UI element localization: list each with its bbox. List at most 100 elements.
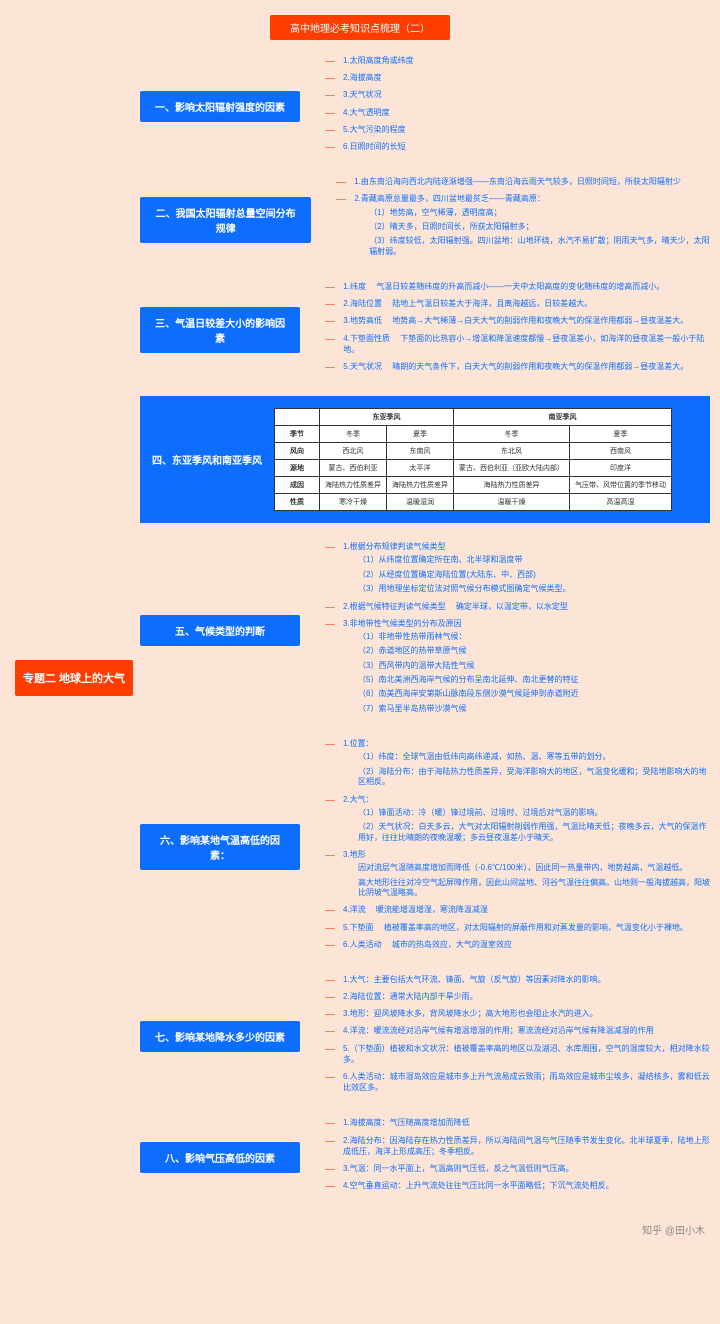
item: 1.大气：主要包括大气环流、锋面、气旋（反气旋）等因素对降水的影响。 xyxy=(335,974,710,985)
section: 三、气温日较差大小的影响因素 1.纬度 气温日较差随纬度的升高而减小——一天中太阳… xyxy=(140,281,710,378)
section-header: 四、东亚季风和南亚季风 xyxy=(152,452,262,467)
table-cell: 海陆热力性质差异 xyxy=(320,477,387,494)
section-header: 一、影响太阳辐射强度的因素 xyxy=(140,91,300,122)
table-cell: 海陆热力性质差异 xyxy=(387,477,454,494)
section: 八、影响气压高低的因素 1.海拔高度：气压随高度增加而降低2.海陆分布：因海陆存在… xyxy=(140,1117,710,1197)
sub-item: （1）锋面活动：冷（暖）锋过境前、过境时、过境后对气温的影响。 xyxy=(358,808,710,818)
section-header: 六、影响某地气温高低的因素： xyxy=(140,824,300,870)
item: 2.青藏高原总量最多，四川盆地最贫乏——青藏高原：（1）地势高，空气稀薄，透明度… xyxy=(346,193,710,257)
table-cell: 寒冷干燥 xyxy=(320,494,387,511)
sub-item: （1）地势高，空气稀薄，透明度高； xyxy=(369,208,710,218)
sub-item: 高大地形往往对冷空气起屏障作用，因此山间盆地、河谷气温往往偏高。山地则一般海拔越… xyxy=(358,878,710,899)
section: 四、东亚季风和南亚季风东亚季风南亚季风季节冬季夏季冬季夏季风向西北风东南风东北风… xyxy=(140,396,710,523)
table-cell: 西南风 xyxy=(570,443,672,460)
watermark: 知乎 @田小木 xyxy=(642,1222,705,1237)
item: 1.根据分布规律判读气候类型（1）从纬度位置确定所在南、北半球和温度带（2）从经… xyxy=(335,541,578,594)
section: 六、影响某地气温高低的因素： 1.位置：（1）纬度：全球气温由低纬向高纬递减，如热… xyxy=(140,738,710,956)
table-cell: 冬季 xyxy=(454,426,570,443)
section: 七、影响某地降水多少的因素 1.大气：主要包括大气环流、锋面、气旋（反气旋）等因素… xyxy=(140,974,710,1100)
section: 一、影响太阳辐射强度的因素 1.太阳高度角或纬度 2.海拔高度 3.天气状况 4.大气透… xyxy=(140,55,710,158)
item: 2.海陆位置：通常大陆内部干旱少雨。 xyxy=(335,991,710,1002)
item: 6.人类活动：城市湿岛效应是城市多上升气流易成云致雨；雨岛效应是城市尘埃多，凝结… xyxy=(335,1071,710,1093)
table-cell: 气压带、风带位置的季节移动 xyxy=(570,477,672,494)
page-title: 高中地理必考知识点梳理（二） xyxy=(270,15,450,40)
item: 4.空气垂直运动：上升气流处往往气压比同一水平面略低；下沉气流处相反。 xyxy=(335,1180,710,1191)
item: 4.下垫面性质 下垫面的比热容小→增温和降温速度都慢→昼夜温差小，如海洋的昼夜温… xyxy=(335,333,710,355)
sub-item: 因对流层气温随高度增加而降低（-0.6℃/100米），因此同一热量带内，地势越高… xyxy=(358,863,710,873)
item: 6.人类活动 城市的热岛效应，大气的温室效应 xyxy=(335,939,710,950)
section-body: 1.位置：（1）纬度：全球气温由低纬向高纬递减，如热、温、寒等五带的划分。（2）… xyxy=(335,738,710,956)
section-header: 三、气温日较差大小的影响因素 xyxy=(140,307,300,353)
section-header: 八、影响气压高低的因素 xyxy=(140,1142,300,1173)
table-cell: 东北风 xyxy=(454,443,570,460)
section-header: 二、我国太阳辐射总量空间分布规律 xyxy=(140,197,311,243)
table-cell: 温暖干燥 xyxy=(454,494,570,511)
sections-container: 一、影响太阳辐射强度的因素 1.太阳高度角或纬度 2.海拔高度 3.天气状况 4.大气透… xyxy=(140,55,710,1197)
item: 3.地形：迎风坡降水多，背风坡降水少；高大地形也会阻止水汽的进入。 xyxy=(335,1008,710,1019)
item: 1.纬度 气温日较差随纬度的升高而减小——一天中太阳高度的变化随纬度的增高而减小… xyxy=(335,281,710,292)
table-cell: 海陆热力性质差异 xyxy=(454,477,570,494)
section-body: 1.由东南沿海向西北内陆逐渐增强——东南沿海云雨天气较多，日照时间短，所获太阳辐… xyxy=(346,176,710,263)
sub-item: （1）从纬度位置确定所在南、北半球和温度带 xyxy=(358,555,578,565)
sub-item: （2）海陆分布：由于海陆热力性质差异，受海洋影响大的地区，气温变化缓和；受陆地影… xyxy=(358,767,710,788)
item: 1.由东南沿海向西北内陆逐渐增强——东南沿海云雨天气较多，日照时间短，所获太阳辐… xyxy=(346,176,710,187)
section-body: 1.大气：主要包括大气环流、锋面、气旋（反气旋）等因素对降水的影响。 2.海陆位置… xyxy=(335,974,710,1100)
sub-item: （2）赤道地区的热带草原气候 xyxy=(358,646,578,656)
sub-item: （2）晴天多，日照时间长，所获太阳辐射多； xyxy=(369,222,710,232)
table-cell: 东南风 xyxy=(387,443,454,460)
section-header: 七、影响某地降水多少的因素 xyxy=(140,1021,300,1052)
item: 3.非地带性气候类型的分布及原因（1）非地带性热带雨林气候：（2）赤道地区的热带… xyxy=(335,618,578,715)
table-cell: 温暖湿润 xyxy=(387,494,454,511)
item: 3.天气状况 xyxy=(335,89,414,100)
item: 1.位置：（1）纬度：全球气温由低纬向高纬递减，如热、温、寒等五带的划分。（2）… xyxy=(335,738,710,787)
table-cell: 印度洋 xyxy=(570,460,672,477)
table-cell: 性质 xyxy=(275,494,320,511)
sub-item: （3）西风带内的温带大陆性气候 xyxy=(358,661,578,671)
item: 4.洋流 暖流能增温增湿，寒流降温减湿 xyxy=(335,904,710,915)
item: 3.地势高低 地势高→大气稀薄→白天大气的削弱作用和夜晚大气的保温作用都弱→昼夜… xyxy=(335,315,710,326)
item: 3.地形因对流层气温随高度增加而降低（-0.6℃/100米），因此同一热量带内，… xyxy=(335,849,710,898)
item: 1.海拔高度：气压随高度增加而降低 xyxy=(335,1117,710,1128)
sub-item: （3）纬度较低，太阳辐射强。四川盆地：山地环绕，水汽不易扩散；阴雨天气多，晴天少… xyxy=(369,236,710,257)
item: 2.海拔高度 xyxy=(335,72,414,83)
table-cell: 蒙古、西伯利亚 xyxy=(320,460,387,477)
table-cell: 夏季 xyxy=(570,426,672,443)
section-body: 1.根据分布规律判读气候类型（1）从纬度位置确定所在南、北半球和温度带（2）从经… xyxy=(335,541,578,720)
sub-item: （2）从经度位置确定海陆位置(大陆东、中、西部) xyxy=(358,570,578,580)
table-cell: 西北风 xyxy=(320,443,387,460)
table-cell: 成因 xyxy=(275,477,320,494)
item: 5.下垫面 植被覆盖率高的地区，对太阳辐射的屏蔽作用和对蒸发量的影响，气温变化小… xyxy=(335,922,710,933)
sub-item: （1）纬度：全球气温由低纬向高纬递减，如热、温、寒等五带的划分。 xyxy=(358,752,710,762)
section-header: 五、气候类型的判断 xyxy=(140,615,300,646)
table-cell: 高温高湿 xyxy=(570,494,672,511)
sub-item: （7）索马里半岛热带沙漠气候 xyxy=(358,704,578,714)
root-node: 专题二 地球上的大气 xyxy=(15,660,133,696)
table-cell: 蒙古、西伯利亚（亚欧大陆内部） xyxy=(454,460,570,477)
item: 5.天气状况 晴朗的天气条件下，白天大气的削弱作用和夜晚大气的保温作用都弱→昼夜… xyxy=(335,361,710,372)
sub-item: （3）用地理坐标定位法对照气候分布模式图确定气候类型。 xyxy=(358,584,578,594)
item: 5.大气污染的程度 xyxy=(335,124,414,135)
item: 1.太阳高度角或纬度 xyxy=(335,55,414,66)
sub-item: （2）天气状况：白天多云，大气对太阳辐射削弱作用强，气温比晴天低；夜晚多云，大气… xyxy=(358,822,710,843)
section-body: 1.纬度 气温日较差随纬度的升高而减小——一天中太阳高度的变化随纬度的增高而减小… xyxy=(335,281,710,378)
sub-item: （1）非地带性热带雨林气候： xyxy=(358,632,578,642)
sub-item: （6）南美西海岸安第斯山脉南段东侧沙漠气候延伸到赤道附近 xyxy=(358,689,578,699)
sub-item: （5）南北美洲西海岸气候的分布呈南北延伸、南北更替的特征 xyxy=(358,675,578,685)
item: 5.（下垫面）植被和水文状况：植被覆盖率高的地区以及湖沼、水库周围，空气的湿度较… xyxy=(335,1043,710,1065)
section-body: 1.海拔高度：气压随高度增加而降低2.海陆分布：因海陆存在热力性质差异，所以海陆… xyxy=(335,1117,710,1197)
item: 3.气温：同一水平面上，气温高则气压低，反之气温低则气压高。 xyxy=(335,1163,710,1174)
item: 6.日照时间的长短 xyxy=(335,141,414,152)
section: 二、我国太阳辐射总量空间分布规律 1.由东南沿海向西北内陆逐渐增强——东南沿海云雨… xyxy=(140,176,710,263)
section: 五、气候类型的判断 1.根据分布规律判读气候类型（1）从纬度位置确定所在南、北半球… xyxy=(140,541,710,720)
monsoon-table: 东亚季风南亚季风季节冬季夏季冬季夏季风向西北风东南风东北风西南风源地蒙古、西伯利… xyxy=(274,408,672,511)
table-cell: 冬季 xyxy=(320,426,387,443)
item: 4.大气透明度 xyxy=(335,107,414,118)
table-cell: 太平洋 xyxy=(387,460,454,477)
item: 2.根据气候特征判读气候类型 确定半球，以温定带，以水定型 xyxy=(335,601,578,612)
table-cell: 风向 xyxy=(275,443,320,460)
item: 2.海陆位置 陆地上气温日较差大于海洋，且离海越远，日较差越大。 xyxy=(335,298,710,309)
section-body: 1.太阳高度角或纬度 2.海拔高度 3.天气状况 4.大气透明度 5.大气污染的程度 6.… xyxy=(335,55,414,158)
table-cell: 夏季 xyxy=(387,426,454,443)
item: 4.洋流：暖流流经对沿岸气候有增温增湿的作用；寒流流经对沿岸气候有降温减湿的作用 xyxy=(335,1025,710,1036)
table-cell: 季节 xyxy=(275,426,320,443)
